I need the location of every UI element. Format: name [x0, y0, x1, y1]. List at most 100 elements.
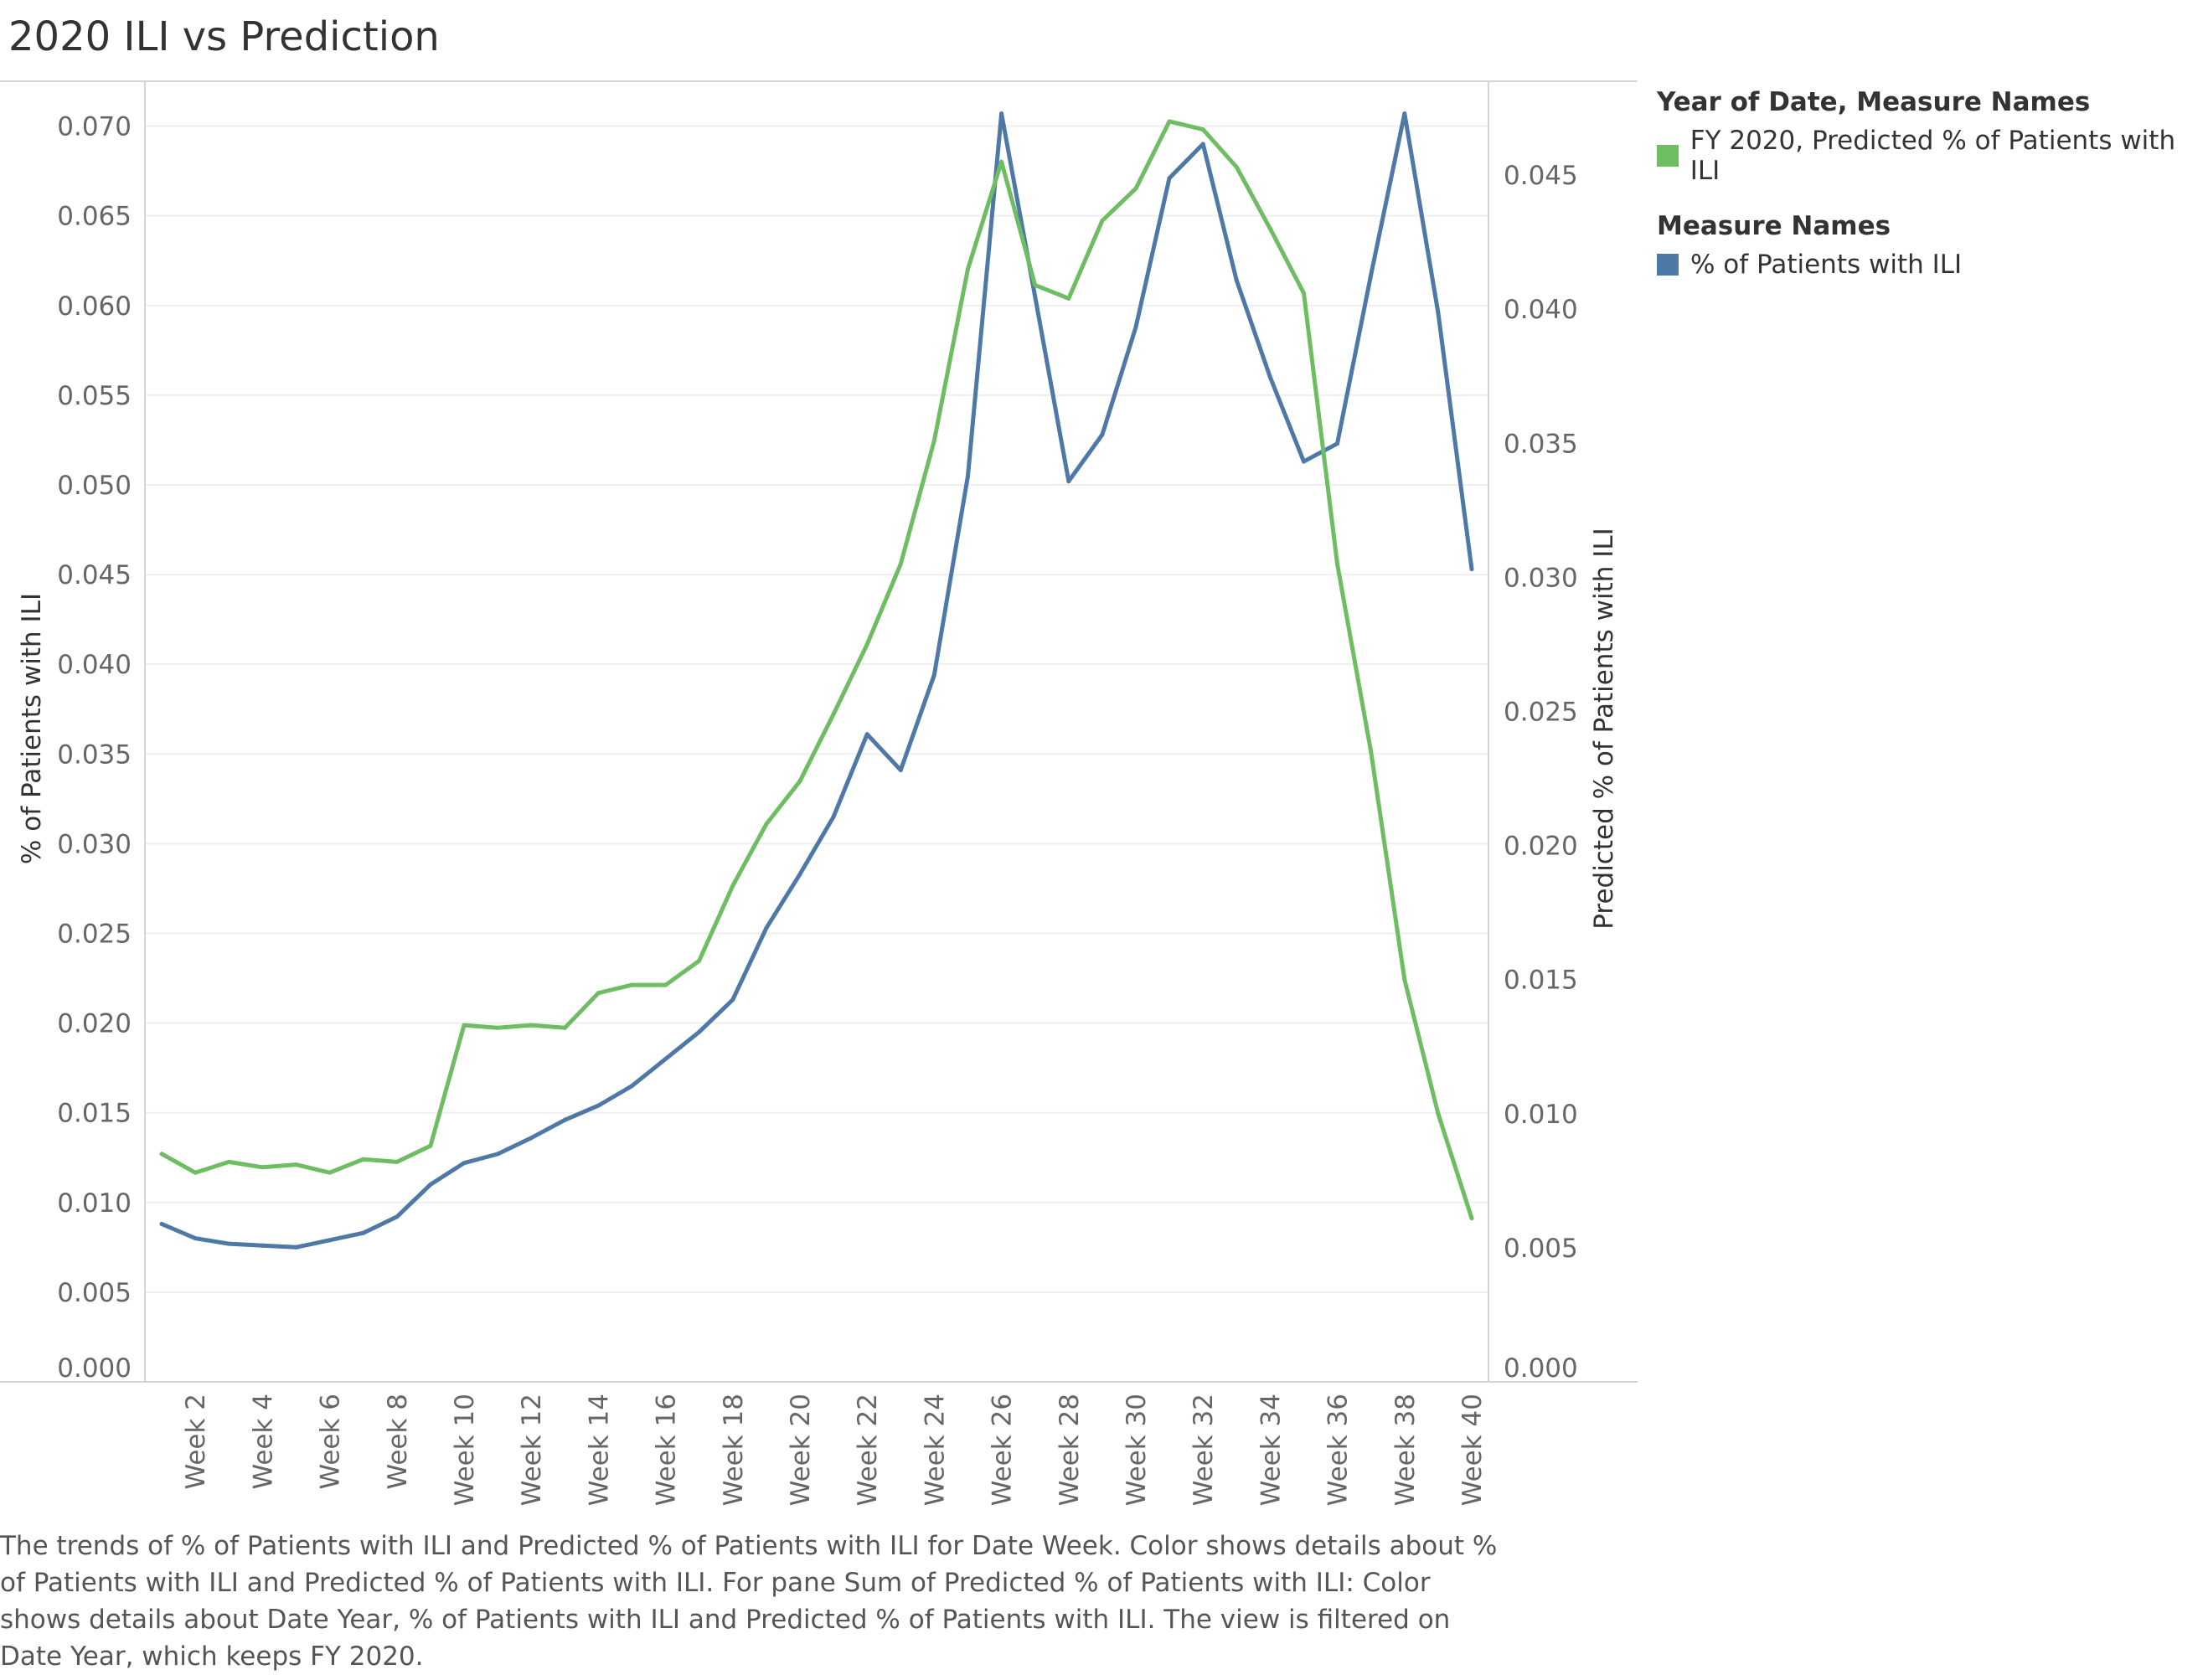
series-line-predicted[interactable]	[159, 119, 1474, 1221]
data-point-predicted[interactable]	[1167, 119, 1172, 124]
data-point-predicted[interactable]	[1200, 127, 1205, 132]
y-tick-left: 0.040	[57, 650, 132, 680]
data-point-actual[interactable]	[226, 1241, 231, 1246]
data-point-predicted[interactable]	[1335, 561, 1339, 566]
series-line-actual[interactable]	[159, 111, 1474, 1250]
data-point-actual[interactable]	[1133, 325, 1138, 329]
data-point-predicted[interactable]	[193, 1170, 198, 1175]
data-point-actual[interactable]	[797, 872, 802, 877]
data-point-actual[interactable]	[596, 1103, 601, 1108]
data-point-actual[interactable]	[395, 1214, 400, 1219]
data-point-actual[interactable]	[428, 1182, 433, 1187]
data-point-predicted[interactable]	[966, 266, 970, 271]
data-point-predicted[interactable]	[1133, 186, 1138, 191]
data-point-actual[interactable]	[1335, 441, 1339, 446]
data-point-actual[interactable]	[1033, 294, 1038, 299]
data-point-predicted[interactable]	[596, 991, 601, 996]
data-point-predicted[interactable]	[831, 712, 836, 717]
data-point-predicted[interactable]	[697, 958, 702, 963]
data-point-actual[interactable]	[898, 768, 903, 773]
y-tick-left: 0.050	[57, 471, 132, 501]
data-point-actual[interactable]	[1402, 111, 1407, 116]
x-tick-label: Week 26	[988, 1394, 1018, 1506]
data-point-actual[interactable]	[630, 1084, 634, 1089]
data-point-actual[interactable]	[764, 925, 769, 930]
data-point-predicted[interactable]	[395, 1159, 400, 1164]
data-point-actual[interactable]	[361, 1230, 366, 1235]
data-point-predicted[interactable]	[1369, 750, 1374, 754]
data-point-predicted[interactable]	[1402, 977, 1407, 982]
data-point-actual[interactable]	[159, 1222, 164, 1226]
data-point-actual[interactable]	[193, 1236, 198, 1241]
data-point-actual[interactable]	[562, 1117, 567, 1122]
data-point-predicted[interactable]	[1033, 282, 1038, 287]
data-point-predicted[interactable]	[730, 884, 735, 889]
data-point-actual[interactable]	[1167, 176, 1172, 181]
data-point-predicted[interactable]	[562, 1025, 567, 1030]
y-tick-right: 0.005	[1504, 1234, 1578, 1264]
data-point-actual[interactable]	[1200, 142, 1205, 147]
y-tick-right: 0.030	[1504, 563, 1578, 593]
data-point-actual[interactable]	[966, 473, 970, 478]
data-point-actual[interactable]	[831, 814, 836, 819]
data-point-predicted[interactable]	[462, 1023, 467, 1028]
data-point-actual[interactable]	[1302, 459, 1306, 464]
data-point-actual[interactable]	[294, 1245, 298, 1250]
y-tick-left: 0.000	[57, 1353, 132, 1384]
data-point-predicted[interactable]	[898, 561, 903, 566]
data-point-predicted[interactable]	[864, 642, 869, 647]
data-point-predicted[interactable]	[529, 1023, 534, 1028]
data-point-predicted[interactable]	[1234, 165, 1239, 169]
data-point-actual[interactable]	[663, 1056, 668, 1061]
data-point-actual[interactable]	[864, 732, 869, 737]
y-tick-left: 0.065	[57, 202, 132, 232]
data-point-actual[interactable]	[730, 997, 735, 1002]
data-point-predicted[interactable]	[260, 1165, 265, 1170]
data-point-predicted[interactable]	[294, 1162, 298, 1167]
data-point-predicted[interactable]	[1436, 1111, 1441, 1116]
data-point-predicted[interactable]	[999, 159, 1004, 164]
data-point-predicted[interactable]	[630, 982, 634, 987]
data-point-predicted[interactable]	[328, 1170, 333, 1175]
data-point-predicted[interactable]	[1469, 1216, 1474, 1221]
y-ticks-right: 0.000 0.005 0.010 0.015 0.020 0.025 0.030 0.035…	[1504, 161, 1578, 1384]
data-point-predicted[interactable]	[159, 1152, 164, 1157]
x-tick-label: Week 18	[719, 1394, 749, 1506]
legend-title-year-measure: Year of Date, Measure Names	[1657, 87, 2091, 117]
legend-item-actual[interactable]: % of Patients with ILI	[1657, 250, 2208, 280]
legend-swatch-predicted	[1657, 145, 1679, 167]
data-point-actual[interactable]	[1267, 374, 1272, 379]
data-point-actual[interactable]	[462, 1161, 467, 1166]
y-tick-left: 0.060	[57, 291, 132, 322]
data-point-predicted[interactable]	[1066, 296, 1071, 301]
data-point-actual[interactable]	[697, 1029, 702, 1034]
data-point-actual[interactable]	[931, 673, 936, 678]
data-point-actual[interactable]	[260, 1243, 265, 1248]
data-point-actual[interactable]	[1066, 479, 1071, 484]
data-point-predicted[interactable]	[1302, 291, 1306, 296]
data-point-predicted[interactable]	[226, 1159, 231, 1164]
data-point-actual[interactable]	[1234, 278, 1239, 283]
data-point-actual[interactable]	[495, 1152, 500, 1157]
data-point-actual[interactable]	[1469, 567, 1474, 572]
data-point-predicted[interactable]	[428, 1143, 433, 1148]
data-point-predicted[interactable]	[1267, 226, 1272, 231]
data-point-actual[interactable]	[328, 1238, 333, 1243]
data-point-predicted[interactable]	[361, 1157, 366, 1162]
data-point-actual[interactable]	[1369, 272, 1374, 277]
x-tick-label: Week 22	[853, 1394, 883, 1506]
data-point-predicted[interactable]	[495, 1025, 500, 1030]
data-point-predicted[interactable]	[764, 822, 769, 827]
data-point-predicted[interactable]	[1100, 219, 1105, 223]
data-point-actual[interactable]	[999, 111, 1004, 116]
legend-item-predicted[interactable]: FY 2020, Predicted % of Patients with IL…	[1657, 126, 2208, 186]
y-tick-left: 0.025	[57, 919, 132, 949]
data-point-predicted[interactable]	[797, 779, 802, 784]
data-point-actual[interactable]	[1436, 310, 1441, 315]
data-point-predicted[interactable]	[931, 438, 936, 443]
data-point-actual[interactable]	[1100, 432, 1105, 437]
data-point-actual[interactable]	[529, 1136, 534, 1141]
data-point-predicted[interactable]	[663, 982, 668, 987]
x-tick-label: Week 32	[1189, 1394, 1219, 1506]
